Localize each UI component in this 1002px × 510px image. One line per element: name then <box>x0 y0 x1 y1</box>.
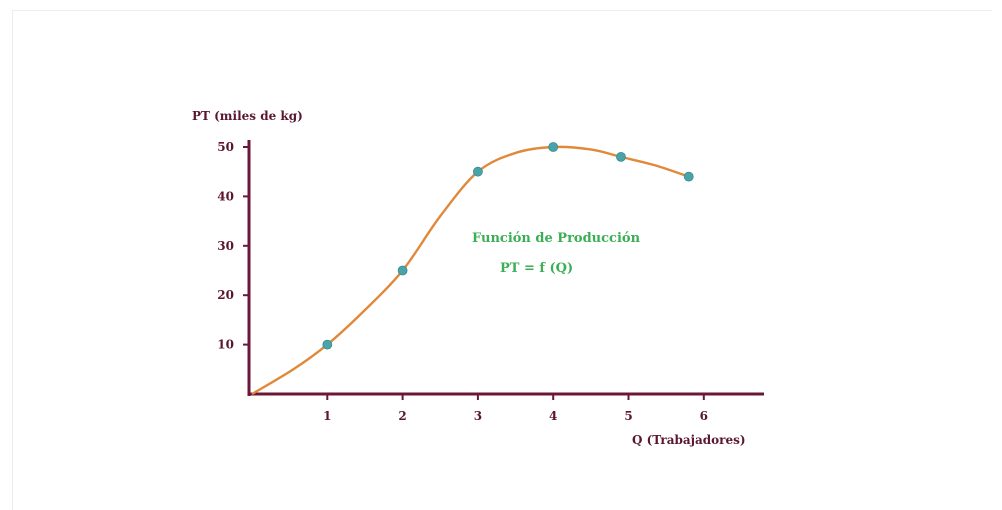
annotation-function-formula: PT = f (Q) <box>500 261 573 276</box>
x-tick-label: 6 <box>700 409 708 423</box>
production-curve <box>251 145 690 396</box>
x-axis-label: Q (Trabajadores) <box>632 433 746 447</box>
y-tick-label: 20 <box>217 288 234 302</box>
data-point <box>472 166 483 177</box>
x-tick-label: 1 <box>323 409 331 423</box>
data-point <box>397 265 408 276</box>
frame-border-left <box>12 10 13 510</box>
annotation-function-name: Función de Producción <box>472 231 641 246</box>
frame-border-top <box>12 10 992 11</box>
y-tick-label: 10 <box>217 338 234 352</box>
y-tick-label: 50 <box>217 140 234 154</box>
x-tick-label: 2 <box>398 409 406 423</box>
data-point <box>548 142 559 152</box>
y-tick-label: 30 <box>217 239 234 253</box>
y-tick-label: 40 <box>217 189 234 203</box>
data-point <box>616 151 626 162</box>
y-axis-label: PT (miles de kg) <box>192 109 303 123</box>
x-tick-label: 3 <box>474 409 482 423</box>
x-tick-label: 4 <box>549 409 557 423</box>
data-point <box>683 171 694 182</box>
data-point <box>322 339 333 350</box>
x-tick-label: 5 <box>624 409 632 423</box>
